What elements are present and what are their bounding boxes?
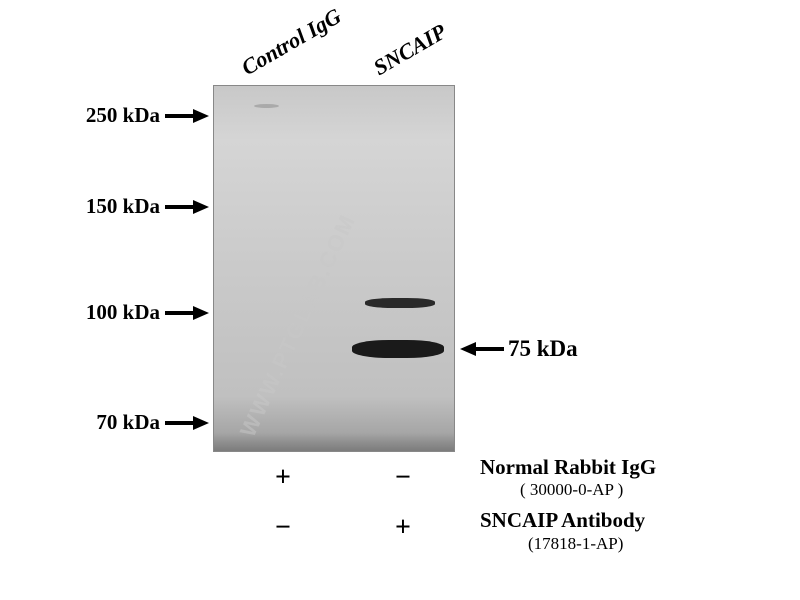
arrow-icon: [165, 198, 209, 216]
blot-artifact: [254, 104, 279, 108]
indicator-row1-lane1: +: [268, 462, 298, 494]
arrow-icon: [165, 107, 209, 125]
arrow-icon: [165, 414, 209, 432]
mw-marker-250: 250 kDa: [55, 103, 160, 128]
indicator-row2-lane2: +: [388, 512, 418, 544]
arrow-left-icon: [460, 340, 504, 358]
reagent-label-antibody: SNCAIP Antibody: [480, 508, 645, 533]
reagent-label-control: Normal Rabbit IgG: [480, 455, 656, 480]
blot-membrane: [213, 85, 455, 452]
blot-band-upper: [365, 298, 435, 308]
blot-band-main: [352, 340, 444, 358]
mw-marker-70: 70 kDa: [55, 410, 160, 435]
blot-edge: [214, 433, 454, 451]
mw-marker-100: 100 kDa: [55, 300, 160, 325]
reagent-catalog-control: ( 30000-0-AP ): [520, 480, 623, 500]
reagent-catalog-antibody: (17818-1-AP): [528, 534, 623, 554]
indicator-row2-lane1: −: [268, 512, 298, 544]
mw-marker-150: 150 kDa: [55, 194, 160, 219]
lane-label-control: Control IgG: [237, 3, 346, 81]
arrow-icon: [165, 304, 209, 322]
band-size-label: 75 kDa: [508, 336, 578, 362]
lane-label-target: SNCAIP: [369, 19, 451, 81]
western-blot-figure: Control IgG SNCAIP 250 kDa 150 kDa 100 k…: [0, 0, 800, 600]
indicator-row1-lane2: −: [388, 462, 418, 494]
